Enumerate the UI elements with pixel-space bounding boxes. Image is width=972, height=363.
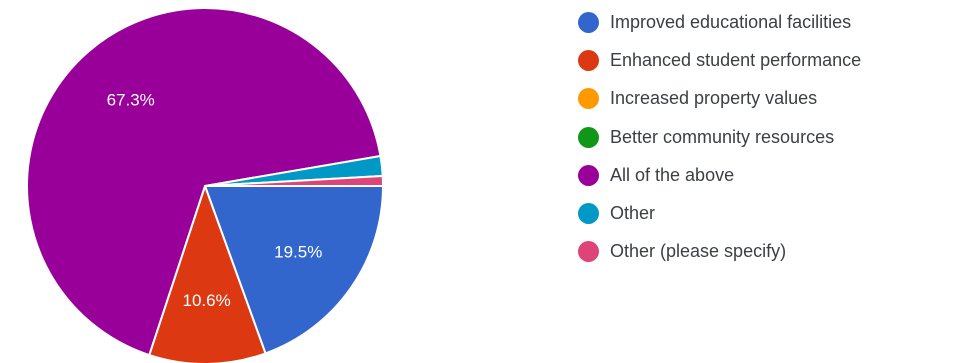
legend-swatch xyxy=(578,126,599,148)
legend-label: Other xyxy=(610,203,656,224)
legend-label: Other (please specify) xyxy=(610,241,787,262)
legend-swatch xyxy=(578,164,599,186)
pie-slice-enhanced-student-performance[interactable] xyxy=(147,182,267,363)
legend-item-enhanced-student-performance[interactable]: Enhanced student performance xyxy=(578,41,861,79)
slice-label-enhanced-student-performance: 10.6% xyxy=(183,291,231,310)
legend-swatch xyxy=(578,49,599,71)
legend-item-all-of-the-above[interactable]: All of the above xyxy=(578,156,861,194)
pie-slice-improved-educational-facilities[interactable] xyxy=(203,185,385,355)
legend-item-other-please-specify[interactable]: Other (please specify) xyxy=(578,233,861,271)
legend-label: Increased property values xyxy=(610,88,818,109)
legend-swatch xyxy=(578,88,599,110)
legend-label: Enhanced student performance xyxy=(610,49,862,70)
legend-item-better-community-resources[interactable]: Better community resources xyxy=(578,118,861,156)
legend-item-increased-property-values[interactable]: Increased property values xyxy=(578,80,861,118)
legend-label: All of the above xyxy=(610,164,735,185)
slice-label-all-of-the-above: 67.3% xyxy=(107,91,155,110)
legend-item-other[interactable]: Other xyxy=(578,194,861,232)
legend: Improved educational facilities Enhanced … xyxy=(578,3,861,271)
legend-label: Better community resources xyxy=(610,126,835,147)
legend-swatch xyxy=(578,11,599,33)
pie-chart: 19.5% 10.6% 67.3% xyxy=(26,7,385,363)
legend-swatch xyxy=(578,203,599,225)
pie-slice-other-please-specify[interactable] xyxy=(204,174,385,187)
legend-item-improved-educational-facilities[interactable]: Improved educational facilities xyxy=(578,3,861,41)
slice-label-improved-educational-facilities: 19.5% xyxy=(274,242,322,261)
legend-swatch xyxy=(578,241,599,263)
pie-slice-all-of-the-above[interactable] xyxy=(26,7,382,357)
legend-label: Improved educational facilities xyxy=(610,11,852,32)
